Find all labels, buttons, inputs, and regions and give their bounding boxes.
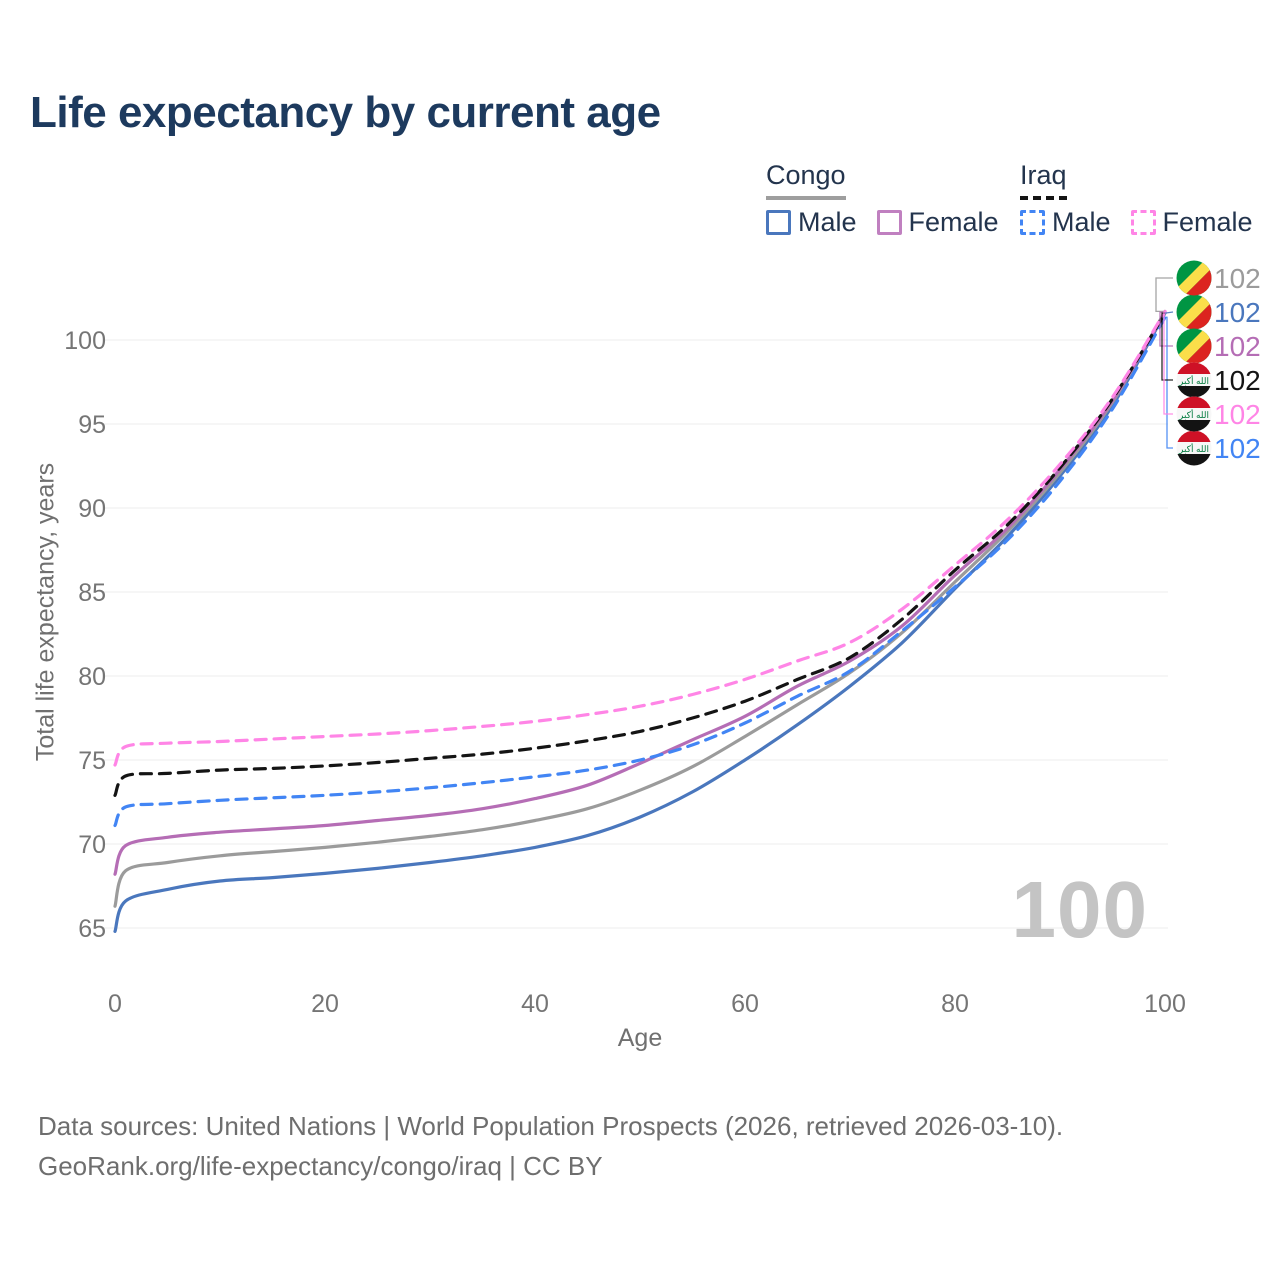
iraq-male-swatch-icon <box>1020 210 1045 235</box>
x-axis-title: Age <box>617 1024 663 1052</box>
series-line-iraq-both <box>113 311 1167 797</box>
legend-label-congo-male: Male <box>798 207 857 237</box>
x-tick-label-60: 60 <box>731 990 759 1018</box>
x-tick-label-0: 0 <box>108 990 122 1018</box>
y-tick-label-85: 85 <box>78 579 106 607</box>
leader-line-iraq-female <box>1163 310 1173 415</box>
age-cursor-watermark: 100 <box>1011 865 1148 954</box>
iraq-flag-icon <box>1176 396 1212 432</box>
congo-male-swatch-icon <box>766 210 791 235</box>
legend-label-iraq-female: Female <box>1162 207 1253 237</box>
iraq-flag-icon <box>1176 362 1212 398</box>
iraq-flag-icon <box>1176 430 1212 466</box>
leader-line-congo-both <box>1155 277 1173 313</box>
y-tick-label-75: 75 <box>78 747 106 775</box>
congo-female-swatch-icon <box>876 210 902 235</box>
x-tick-label-20: 20 <box>311 990 339 1018</box>
x-tick-label-80: 80 <box>941 990 969 1018</box>
end-value-label-iraq-male: 102 <box>1214 433 1261 464</box>
series-line-iraq-female <box>113 309 1167 767</box>
leader-line-iraq-male <box>1165 316 1173 449</box>
page-title: Life expectancy by current age <box>30 88 661 137</box>
legend-label-congo-female: Female <box>908 207 999 237</box>
footer-attribution-line: GeoRank.org/life-expectancy/congo/iraq |… <box>38 1151 603 1181</box>
congo-flag-icon <box>1176 328 1212 364</box>
series-line-iraq-male <box>113 315 1167 828</box>
y-tick-label-90: 90 <box>78 495 106 523</box>
series-line-congo-female <box>113 310 1167 876</box>
y-tick-label-100: 100 <box>64 327 106 355</box>
end-value-label-congo-female: 102 <box>1214 331 1261 362</box>
y-tick-label-95: 95 <box>78 411 106 439</box>
legend-group-iraq: Iraq Male Female <box>1020 160 1273 238</box>
y-tick-label-70: 70 <box>78 831 106 859</box>
end-value-label-congo-both: 102 <box>1214 263 1261 294</box>
footer-source-line: Data sources: United Nations | World Pop… <box>38 1111 1064 1141</box>
end-value-label-congo-male: 102 <box>1214 297 1261 328</box>
end-value-label-iraq-female: 102 <box>1214 399 1261 430</box>
legend-label-iraq-male: Male <box>1052 207 1111 237</box>
x-tick-label-40: 40 <box>521 990 549 1018</box>
legend-group-congo: Congo Male Female <box>766 160 1019 238</box>
footer: Data sources: United Nations | World Pop… <box>38 1106 1063 1186</box>
y-tick-label-80: 80 <box>78 663 106 691</box>
legend-group-title-congo: Congo <box>766 160 846 200</box>
congo-flag-icon <box>1176 294 1212 330</box>
y-axis-title: Total life expectancy, years <box>31 462 60 762</box>
legend-group-title-iraq: Iraq <box>1020 160 1067 200</box>
leader-line-congo-male <box>1164 311 1174 314</box>
series-line-congo-male <box>113 311 1167 933</box>
x-tick-label-100: 100 <box>1144 990 1186 1018</box>
y-tick-label-65: 65 <box>78 915 106 943</box>
iraq-female-swatch-icon <box>1130 210 1156 235</box>
congo-flag-icon <box>1176 260 1212 296</box>
end-value-label-iraq-both: 102 <box>1214 365 1261 396</box>
series-line-congo-both <box>113 309 1167 908</box>
